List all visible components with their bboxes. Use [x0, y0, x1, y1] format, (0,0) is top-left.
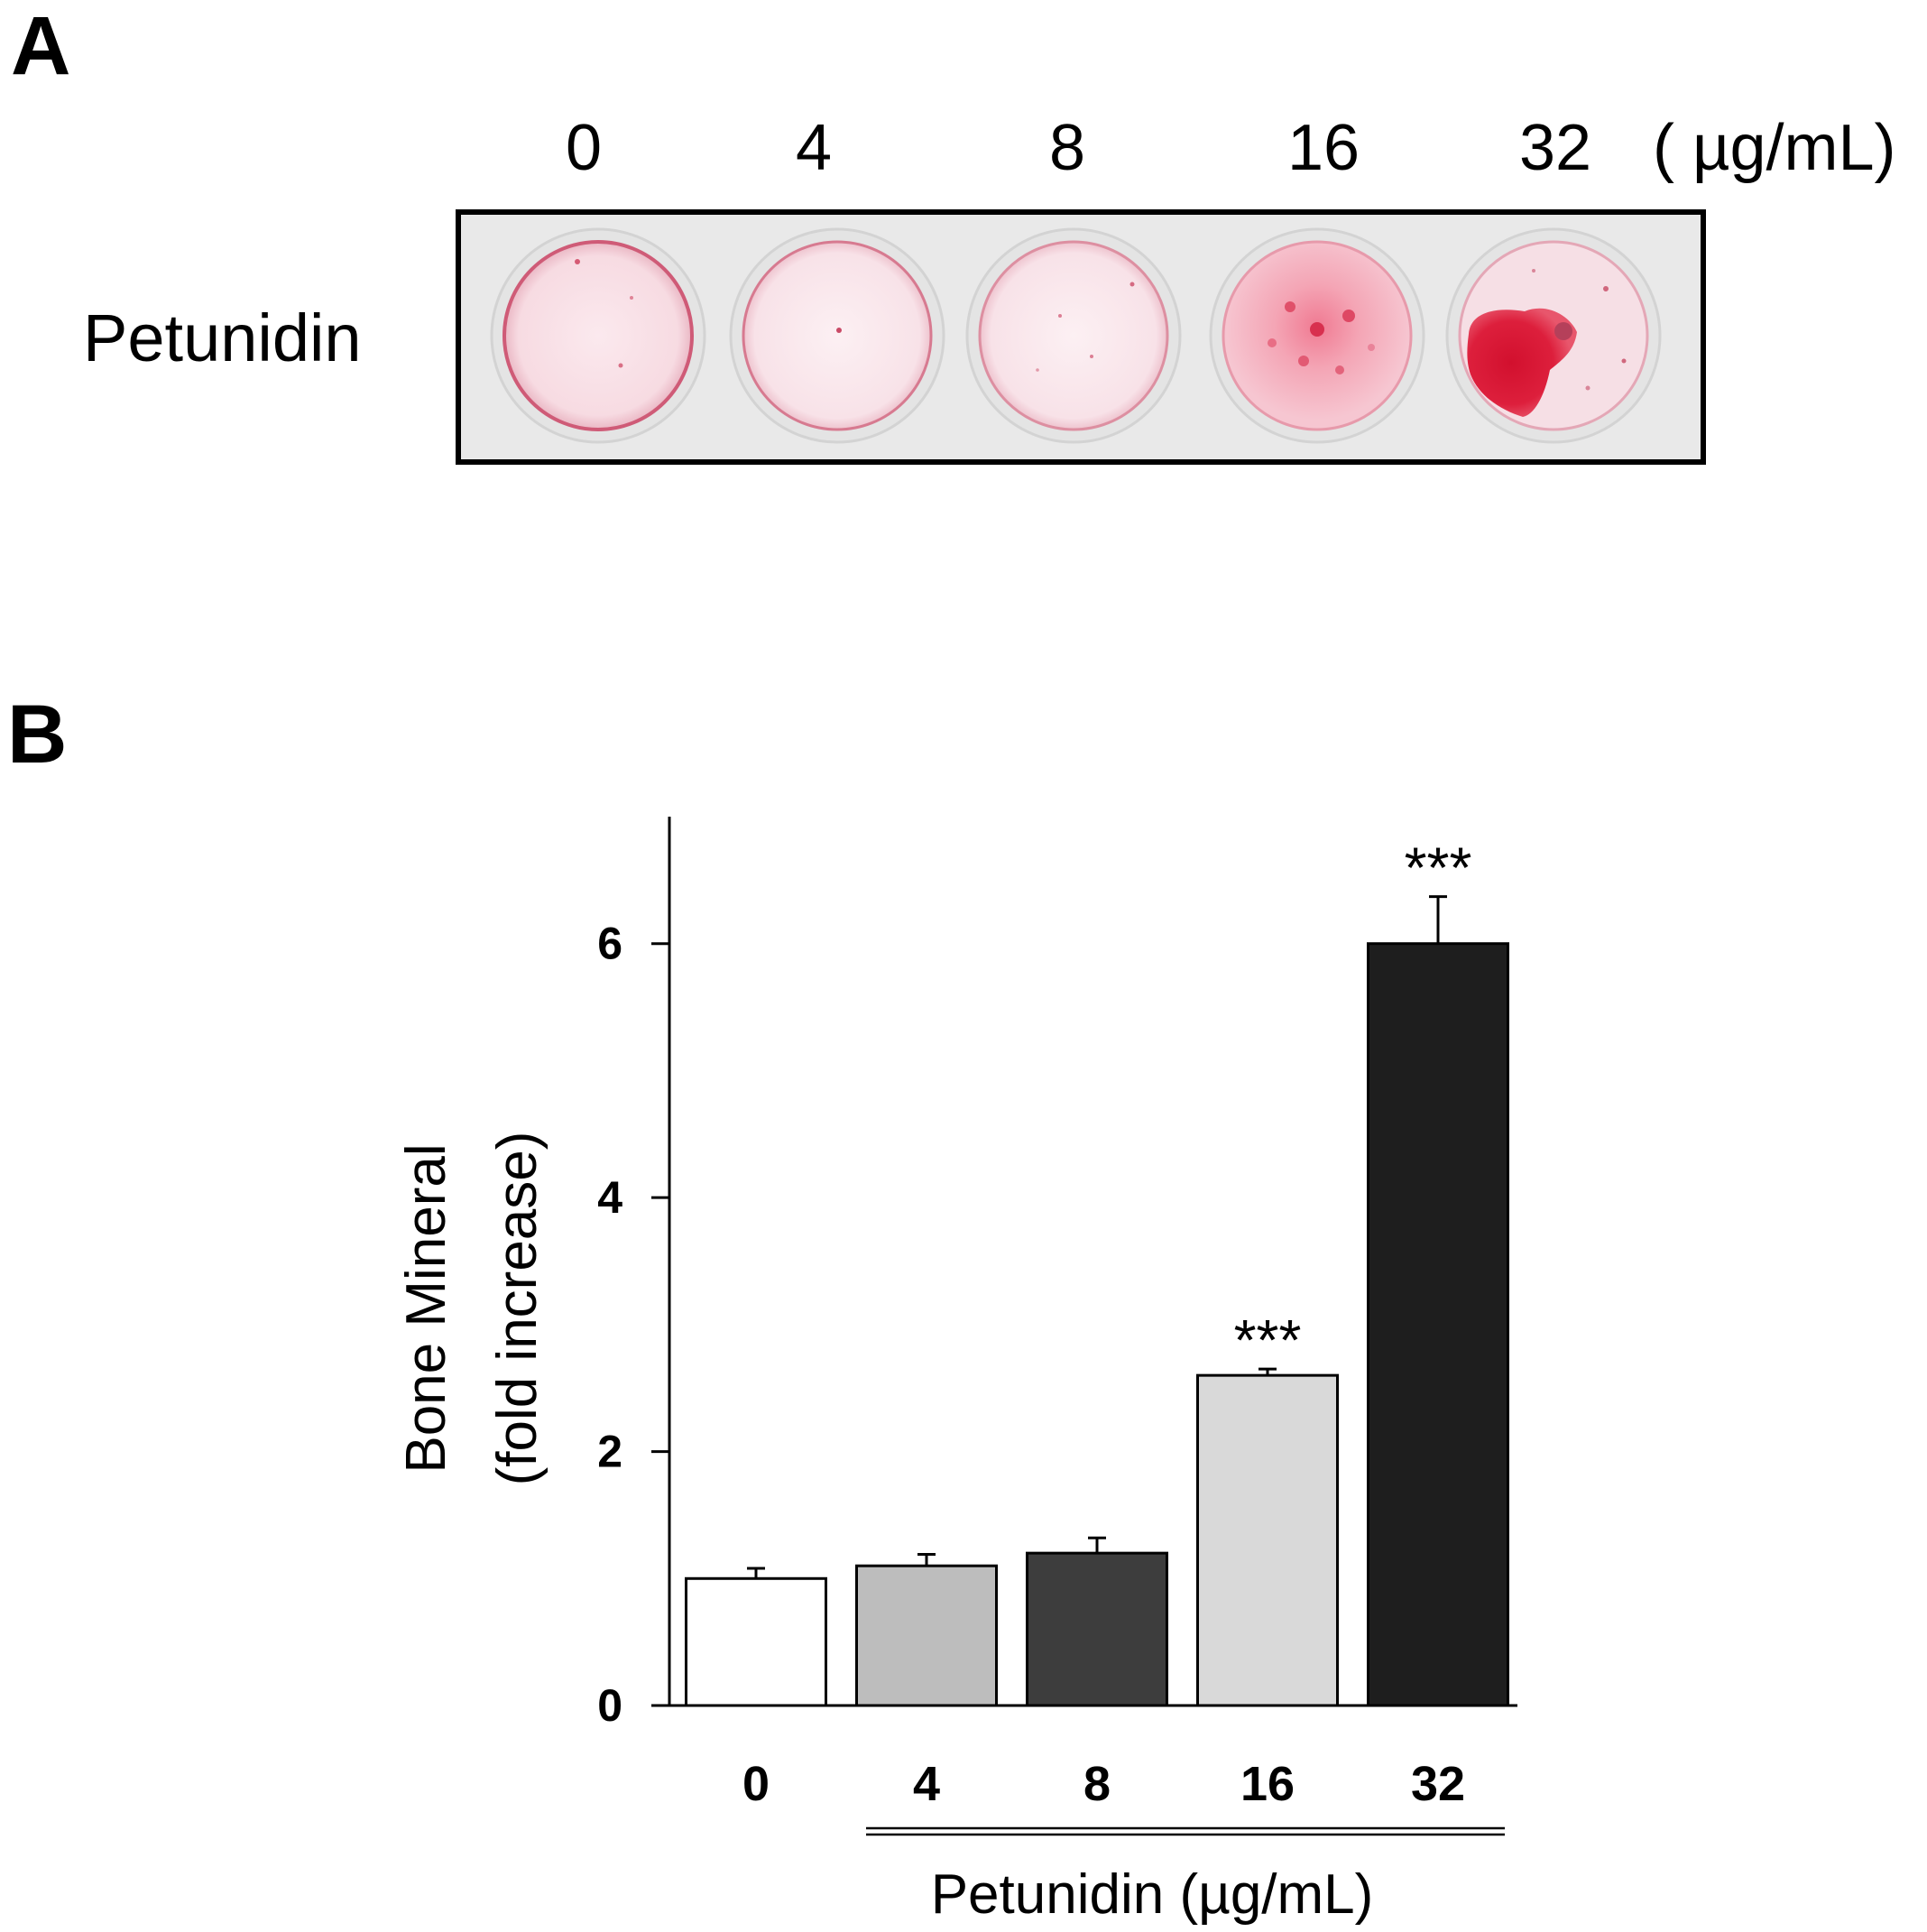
- y-tick-label: 6: [597, 919, 622, 969]
- bar: [685, 1576, 827, 1707]
- concentration-labels: 0 4 8 16 32 ( µg/mL): [566, 112, 1896, 184]
- well-32: [1445, 227, 1662, 444]
- x-axis-title: Petunidin (µg/mL): [931, 1863, 1374, 1926]
- row-label: Petunidin: [83, 300, 362, 375]
- x-tick-label: 4: [913, 1757, 940, 1811]
- x-tick-label: 32: [1411, 1757, 1465, 1811]
- x-tick-label: 0: [742, 1757, 770, 1811]
- significance-label: ***: [1234, 1308, 1302, 1373]
- well-concentration-label: 8: [1049, 112, 1085, 184]
- bar: [1026, 1551, 1168, 1707]
- well-concentration-label: 16: [1287, 112, 1360, 184]
- y-axis-title-line1: Bone Mineral: [395, 1143, 457, 1473]
- well-16: [1209, 227, 1425, 444]
- well-plate-photo: [456, 209, 1706, 465]
- well-concentration-label: 32: [1519, 112, 1591, 184]
- bar-chart: 0 2 4 6 0 4 8 16 *** 32 ***: [597, 817, 1517, 1811]
- well-concentration-label: 0: [566, 112, 602, 184]
- well-8: [965, 227, 1182, 444]
- unit-label: ( µg/mL): [1653, 112, 1896, 184]
- panel-a-letter: A: [11, 0, 70, 92]
- y-tick-label: 0: [597, 1680, 622, 1731]
- y-tick-label: 2: [597, 1427, 622, 1477]
- y-tick-label: 4: [597, 1172, 622, 1223]
- bar: [1196, 1373, 1339, 1707]
- well-4: [729, 227, 945, 444]
- y-axis-title-line2: (fold increase): [486, 1132, 549, 1486]
- panel-b-letter: B: [7, 689, 67, 781]
- bar: [855, 1564, 998, 1707]
- significance-label: ***: [1405, 836, 1472, 901]
- bar: [1367, 942, 1509, 1707]
- well-concentration-label: 4: [796, 112, 832, 184]
- well-0: [490, 227, 706, 444]
- x-tick-label: 16: [1240, 1757, 1295, 1811]
- x-tick-label: 8: [1083, 1757, 1111, 1811]
